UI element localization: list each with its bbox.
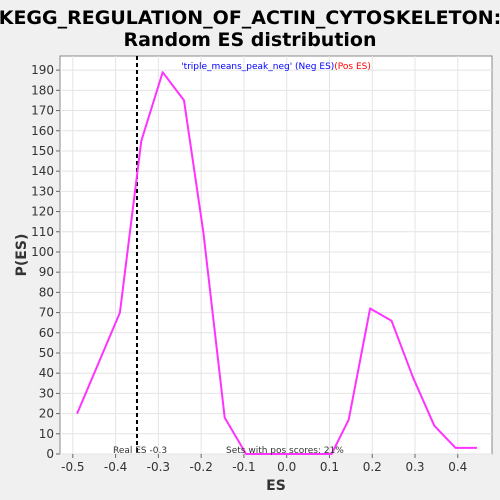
- y-tick-label: 140: [31, 164, 54, 178]
- y-tick-label: 120: [31, 205, 54, 219]
- x-tick-label: -0.2: [189, 460, 212, 474]
- series-group: [76, 71, 477, 455]
- chart-legend: 'triple_means_peak_neg' (Neg ES)(Pos ES): [181, 62, 371, 72]
- legend-neg-es: (Neg ES): [295, 62, 334, 72]
- real-es-label: Real ES -0.3: [113, 446, 167, 456]
- x-tick-label: 0.4: [448, 460, 467, 474]
- y-tick-label: 90: [39, 265, 54, 279]
- y-tick-label: 0: [46, 447, 54, 461]
- x-axis-title: ES: [266, 478, 286, 494]
- x-tick-label: 0.3: [405, 460, 424, 474]
- y-tick-label: 100: [31, 245, 54, 259]
- legend-pos-es: (Pos ES): [334, 62, 371, 72]
- x-tick-label: -0.1: [232, 460, 255, 474]
- x-tick-label: -0.5: [61, 460, 84, 474]
- series-line-0: [76, 71, 477, 455]
- y-tick-label: 170: [31, 104, 54, 118]
- x-tick-label: 0.0: [277, 460, 296, 474]
- legend-prefix: 'triple_means_peak_neg': [181, 62, 295, 72]
- y-tick-label: 50: [39, 346, 54, 360]
- y-tick-label: 10: [39, 427, 54, 441]
- x-tick-label: 0.2: [363, 460, 382, 474]
- x-tick-label: -0.4: [104, 460, 127, 474]
- y-tick-label: 30: [39, 386, 54, 400]
- chart-title-line1: KEGG_REGULATION_OF_ACTIN_CYTOSKELETON:: [0, 7, 500, 29]
- y-axis-ticks: 0 10 20 30 40 50 60 70 80 90 100 110 120 130 140 150 160…: [31, 63, 60, 461]
- y-tick-label: 160: [31, 124, 54, 138]
- y-tick-label: 180: [31, 83, 54, 97]
- y-tick-label: 20: [39, 407, 54, 421]
- y-tick-label: 130: [31, 184, 54, 198]
- x-axis-ticks: -0.5 -0.4 -0.3 -0.2 -0.1 0.0 0.1 0.2 0.3 0.4: [61, 454, 467, 474]
- y-tick-label: 80: [39, 285, 54, 299]
- y-tick-label: 60: [39, 326, 54, 340]
- chart-title-line2: Random ES distribution: [123, 29, 376, 51]
- plot-area: [59, 55, 493, 455]
- y-tick-label: 70: [39, 306, 54, 320]
- x-tick-label: 0.1: [320, 460, 339, 474]
- y-tick-label: 110: [31, 225, 54, 239]
- pos-scores-annotation: Sets with pos scores: 21%: [226, 446, 344, 456]
- y-tick-label: 40: [39, 366, 54, 380]
- x-tick-label: -0.3: [147, 460, 170, 474]
- y-axis-title: P(ES): [14, 234, 30, 277]
- y-tick-label: 190: [31, 63, 54, 77]
- y-tick-label: 150: [31, 144, 54, 158]
